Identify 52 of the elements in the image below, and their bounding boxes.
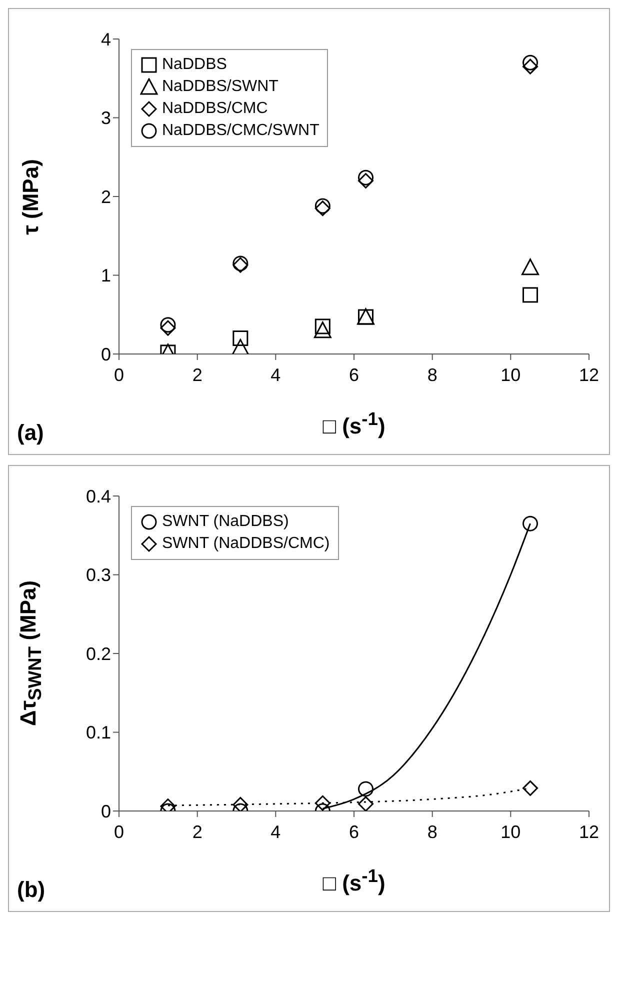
point (232, 330, 248, 346)
point (232, 796, 248, 811)
y-tick-label: 1 (100, 266, 111, 286)
point (314, 795, 330, 811)
point (522, 258, 539, 276)
y-tick-label: 0.3 (86, 565, 111, 586)
legend-label: NaDDBS/CMC (162, 99, 268, 119)
point (160, 320, 176, 336)
y-axis-title: τ (MPa) (18, 158, 44, 234)
x-axis-title: □ (s$^{-1}$) (322, 865, 386, 896)
y-tick-label: 0.2 (86, 644, 111, 664)
legend-label: NaDDBS (162, 55, 227, 75)
point (522, 516, 538, 532)
point (522, 58, 538, 74)
text: (a) (17, 420, 44, 446)
point (358, 781, 374, 797)
x-tick-label: 12 (578, 822, 600, 842)
point (522, 287, 538, 303)
x-tick-label: 2 (192, 364, 202, 385)
x-tick-label: 10 (500, 822, 521, 842)
legend-label: SWNT (NaDDBS) (162, 512, 289, 532)
point (232, 338, 250, 354)
point (314, 322, 332, 338)
x-tick-label: 12 (578, 364, 600, 385)
legend-label: SWNT (NaDDBS/CMC) (162, 534, 330, 554)
x-tick-label: 6 (348, 822, 360, 842)
legend-label: NaDDBS/CMC/SWNT (162, 121, 320, 141)
x-tick-label: 0 (114, 364, 124, 385)
text: (b) (17, 877, 46, 903)
point (522, 54, 538, 70)
point (358, 170, 374, 186)
x-tick-label: 0 (114, 822, 124, 842)
legend-label: NaDDBS/SWNT (162, 77, 278, 97)
point (522, 780, 538, 796)
x-tick-label: 10 (500, 364, 521, 385)
y-tick-label: 0 (100, 801, 111, 822)
x-tick-label: 4 (270, 822, 281, 842)
point (358, 796, 374, 811)
y-tick-label: 0 (100, 344, 111, 364)
x-tick-label: 6 (348, 364, 360, 385)
x-tick-label: 8 (427, 364, 438, 385)
y-tick-label: 2 (100, 186, 111, 207)
x-tick-label: 4 (270, 364, 281, 385)
y-tick-label: 4 (100, 29, 111, 50)
point (314, 318, 330, 334)
point (160, 317, 176, 333)
x-tick-label: 8 (427, 822, 438, 842)
y-tick-label: 0.4 (86, 486, 111, 506)
y-tick-label: 3 (100, 108, 111, 128)
x-axis-title: □ (s$^{-1}$) (322, 408, 386, 440)
y-tick-label: 0.1 (86, 722, 111, 743)
x-tick-label: 2 (192, 822, 202, 842)
